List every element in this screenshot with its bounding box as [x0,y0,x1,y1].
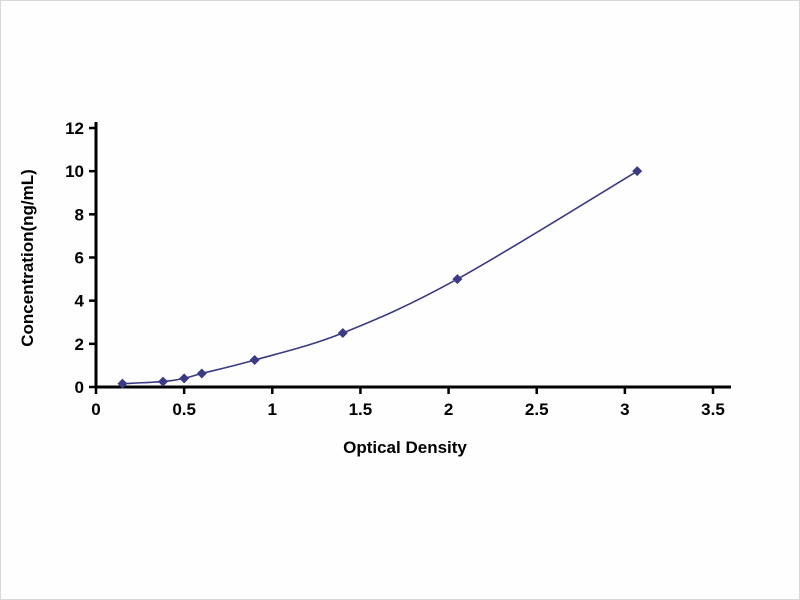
x-tick-label: 3 [620,400,629,419]
x-tick-label: 2 [444,400,453,419]
y-tick-label: 0 [75,378,84,397]
data-point-marker [117,378,128,389]
y-tick-label: 4 [75,292,85,311]
x-tick-label: 3.5 [701,400,725,419]
data-point-marker [157,376,168,387]
series-line [122,170,638,385]
data-point-marker [452,274,463,285]
y-tick-label: 6 [75,249,84,268]
plot-layer: 0 0.5 1 1.5 2 2.5 3 3.5 0 2 4 6 8 10 12 [65,119,731,419]
x-tick-label: 0.5 [172,400,196,419]
x-tick-label: 2.5 [525,400,549,419]
y-tick-label: 10 [65,162,84,181]
y-tick-label: 12 [65,119,84,138]
data-point-marker [249,355,260,366]
y-tick-label: 2 [75,335,84,354]
x-axis-label: Optical Density [343,438,467,457]
data-point-marker [179,373,190,384]
data-point-marker [337,328,348,339]
y-axis-label: Concentration(ng/mL) [18,169,37,347]
x-tick-label: 0 [91,400,100,419]
x-tick-label: 1.5 [349,400,373,419]
data-point-marker [196,368,207,379]
x-tick-label: 1 [268,400,277,419]
data-point-marker [632,166,643,177]
y-tick-label: 8 [75,205,84,224]
